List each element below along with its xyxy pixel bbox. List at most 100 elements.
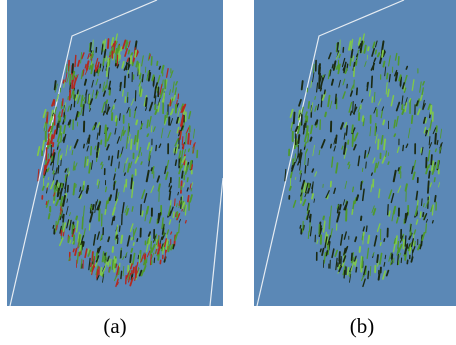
cloud-stroke xyxy=(374,49,378,55)
cloud-stroke xyxy=(322,220,326,233)
cloud-stroke xyxy=(101,65,105,72)
cloud-stroke xyxy=(397,185,402,194)
cloud-stroke xyxy=(112,215,116,222)
cloud-stroke xyxy=(106,197,111,205)
cloud-stroke xyxy=(299,172,302,182)
cloud-stroke xyxy=(66,219,70,229)
cloud-stroke xyxy=(56,187,60,198)
cloud-stroke xyxy=(338,251,341,262)
cloud-stroke xyxy=(167,205,172,217)
cloud-stroke xyxy=(371,205,375,214)
point-cloud-render-a xyxy=(9,0,223,306)
cloud-stroke xyxy=(139,146,142,153)
cloud-stroke xyxy=(104,186,108,193)
cloud-stroke xyxy=(134,275,137,281)
cloud-stroke xyxy=(76,94,81,104)
cloud-stroke xyxy=(420,198,423,207)
cloud-stroke xyxy=(106,255,110,262)
cloud-stroke xyxy=(99,266,103,276)
cloud-stroke xyxy=(108,194,113,202)
cloud-stroke xyxy=(185,127,190,135)
cloud-stroke xyxy=(350,48,354,59)
cloud-stroke xyxy=(116,64,120,69)
cloud-stroke xyxy=(405,143,409,149)
cloud-stroke xyxy=(366,247,370,259)
cloud-stroke xyxy=(373,162,378,173)
cloud-stroke xyxy=(122,265,125,277)
cloud-stroke xyxy=(130,98,135,106)
cloud-stroke xyxy=(316,103,320,111)
cloud-stroke xyxy=(394,69,398,77)
cloud-stroke xyxy=(338,265,343,273)
cloud-stroke xyxy=(110,105,114,113)
cloud-stroke xyxy=(421,146,424,156)
cloud-stroke xyxy=(99,233,104,241)
cloud-stroke xyxy=(306,203,311,214)
cloud-stroke xyxy=(311,168,315,173)
cloud-stroke xyxy=(54,83,58,93)
cloud-stroke xyxy=(106,143,110,151)
cloud-stroke xyxy=(148,54,151,60)
cloud-stroke xyxy=(68,219,72,231)
cloud-stroke xyxy=(360,181,363,191)
cloud-stroke xyxy=(92,233,97,246)
cloud-stroke xyxy=(336,204,339,209)
cloud-stroke xyxy=(136,129,140,143)
cloud-stroke xyxy=(87,53,90,59)
cloud-stroke xyxy=(158,143,162,149)
cloud-stroke xyxy=(181,115,184,129)
cloud-stroke xyxy=(70,88,75,99)
cloud-stroke xyxy=(176,203,178,208)
cloud-stroke xyxy=(132,241,135,247)
cloud-stroke xyxy=(323,251,327,264)
cloud-stroke xyxy=(319,248,322,253)
cloud-stroke xyxy=(396,253,399,266)
cloud-stroke xyxy=(63,133,67,144)
cloud-stroke xyxy=(53,99,56,107)
cloud-stroke xyxy=(47,213,51,220)
cloud-stroke xyxy=(178,200,182,209)
cloud-stroke xyxy=(127,40,131,48)
cloud-stroke xyxy=(382,119,386,126)
cloud-stroke xyxy=(78,190,83,199)
cloud-stroke xyxy=(169,89,171,96)
cloud-stroke xyxy=(150,167,153,172)
cloud-stroke xyxy=(113,275,118,282)
cloud-stroke xyxy=(80,258,83,269)
cloud-stroke xyxy=(346,266,350,276)
cloud-stroke xyxy=(63,102,67,113)
cloud-stroke xyxy=(383,261,386,267)
cloud-stroke xyxy=(113,98,117,103)
cloud-stroke xyxy=(309,226,313,237)
cloud-stroke xyxy=(385,72,389,80)
cloud-stroke xyxy=(167,130,171,138)
cloud-stroke xyxy=(112,40,117,54)
cloud-stroke xyxy=(115,263,118,268)
cloud-stroke xyxy=(166,159,170,170)
cloud-stroke xyxy=(60,109,64,118)
cloud-stroke xyxy=(61,153,63,159)
cloud-stroke xyxy=(385,150,388,158)
cloud-stroke xyxy=(95,67,99,71)
cloud-stroke xyxy=(130,177,133,190)
cloud-stroke xyxy=(80,235,84,246)
cloud-stroke xyxy=(417,243,421,251)
cloud-stroke xyxy=(134,155,140,164)
cloud-stroke xyxy=(61,213,65,219)
cloud-stroke xyxy=(318,227,323,238)
cloud-stroke xyxy=(303,181,306,193)
cloud-stroke xyxy=(74,54,77,68)
cloud-stroke xyxy=(89,211,94,223)
cloud-stroke xyxy=(103,255,106,262)
cloud-stroke xyxy=(117,281,119,286)
cloud-stroke xyxy=(374,40,378,48)
cloud-stroke xyxy=(366,153,369,158)
cloud-stroke xyxy=(298,152,303,163)
cloud-stroke xyxy=(326,194,329,200)
cloud-stroke xyxy=(324,231,328,243)
cloud-stroke xyxy=(84,248,88,259)
cloud-stroke xyxy=(105,55,108,62)
cloud-stroke xyxy=(91,264,95,276)
cloud-stroke xyxy=(337,263,341,270)
cloud-stroke xyxy=(59,196,64,207)
